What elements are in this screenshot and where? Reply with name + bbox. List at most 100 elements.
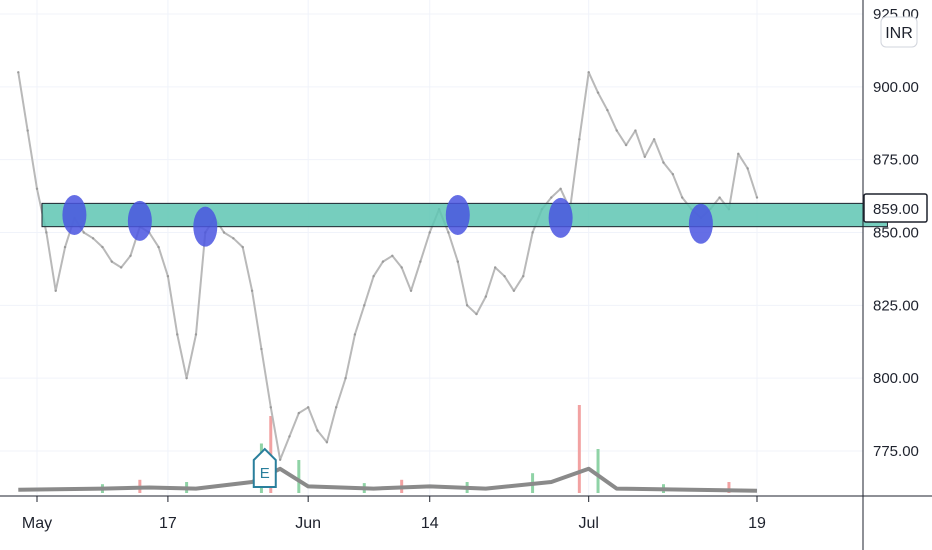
volume-pane	[18, 405, 758, 493]
time-tick-label: Jul	[578, 515, 598, 532]
price-point	[680, 196, 684, 199]
price-point	[325, 441, 329, 444]
price-point	[587, 71, 590, 74]
price-point	[465, 304, 469, 307]
volume-ma-line	[18, 466, 758, 493]
currency-button[interactable]: INR	[880, 16, 918, 48]
price-point	[643, 155, 646, 158]
earnings-label: E	[260, 465, 270, 482]
price-tick-label: 825.00	[873, 297, 919, 314]
price-point	[493, 266, 497, 269]
price-point	[35, 187, 39, 190]
price-point	[409, 289, 413, 292]
price-point	[54, 289, 57, 292]
touch-point-circle[interactable]	[688, 203, 713, 244]
touch-point-circle[interactable]	[548, 197, 573, 238]
touch-point-circle[interactable]	[127, 200, 152, 241]
price-point	[45, 231, 48, 234]
price-tick-label: 900.00	[873, 79, 919, 96]
price-point	[241, 245, 244, 249]
price-point	[306, 406, 310, 409]
price-point	[119, 266, 123, 269]
volume-bar	[727, 482, 731, 493]
price-point	[662, 161, 665, 164]
price-point	[166, 275, 170, 278]
price-point	[550, 196, 553, 199]
price-point	[624, 143, 628, 147]
price-tick-label: 775.00	[873, 443, 919, 460]
price-point	[391, 254, 394, 258]
price-series	[17, 71, 759, 461]
price-point	[363, 304, 366, 307]
time-tick-label: May	[22, 515, 52, 532]
price-point	[260, 347, 263, 351]
price-axis[interactable]: 925.00900.00875.00850.00825.00800.00775.…	[873, 6, 919, 460]
price-point	[400, 266, 403, 269]
price-point	[671, 173, 675, 176]
price-point	[250, 289, 254, 292]
touch-point-circle[interactable]	[62, 195, 87, 236]
price-point	[531, 231, 534, 234]
price-point	[335, 406, 338, 409]
time-tick-label: 17	[159, 515, 177, 532]
touch-point-circle[interactable]	[445, 195, 470, 236]
price-point	[596, 91, 600, 94]
volume-bar	[297, 460, 301, 493]
price-point	[344, 376, 347, 380]
price-tick-label: 850.00	[873, 225, 919, 242]
price-point	[456, 260, 459, 263]
price-point	[110, 260, 114, 263]
price-point	[157, 245, 160, 249]
time-tick-label: 14	[421, 515, 439, 532]
price-point	[185, 376, 188, 380]
volume-bar	[577, 405, 581, 493]
price-point	[91, 237, 95, 240]
price-point	[522, 275, 525, 278]
price-point	[278, 458, 282, 461]
price-point	[232, 237, 235, 240]
price-point	[222, 231, 226, 234]
price-point	[615, 129, 618, 132]
price-point	[652, 138, 656, 141]
price-point	[559, 187, 562, 190]
price-point	[288, 435, 291, 438]
price-point	[372, 275, 375, 278]
price-point	[26, 129, 29, 132]
price-point	[297, 411, 301, 415]
price-point	[17, 71, 20, 74]
price-point	[194, 333, 198, 336]
time-tick-label: Jun	[295, 515, 321, 532]
price-point	[129, 254, 132, 258]
price-point	[606, 108, 609, 112]
price-point	[718, 196, 721, 199]
price-point	[746, 167, 749, 170]
price-point	[475, 312, 478, 316]
price-line	[17, 71, 758, 461]
touch-point-circle[interactable]	[193, 206, 218, 247]
price-point	[755, 196, 759, 199]
earnings-marker-layer[interactable]: E	[252, 447, 277, 488]
touch-points	[62, 195, 713, 247]
time-tick-label: 19	[748, 515, 766, 532]
earnings-icon	[252, 447, 277, 488]
price-point	[737, 152, 740, 156]
price-point	[578, 138, 581, 141]
price-point	[381, 260, 385, 263]
price-point	[484, 295, 488, 298]
price-point	[634, 129, 637, 132]
time-axis[interactable]: May 17 Jun 14 Jul 19	[22, 496, 766, 532]
price-point	[512, 289, 516, 292]
volume-bar	[596, 449, 600, 493]
price-point	[353, 333, 357, 336]
price-tick-label: 875.00	[873, 152, 919, 169]
price-badge-label: 859.00	[873, 201, 919, 218]
price-point	[419, 260, 422, 263]
price-point	[82, 231, 85, 234]
price-point	[63, 245, 67, 249]
price-point	[428, 231, 431, 234]
price-tick-label: 800.00	[873, 370, 919, 387]
price-point	[503, 275, 506, 278]
price-point	[176, 333, 179, 336]
price-point	[316, 429, 319, 432]
